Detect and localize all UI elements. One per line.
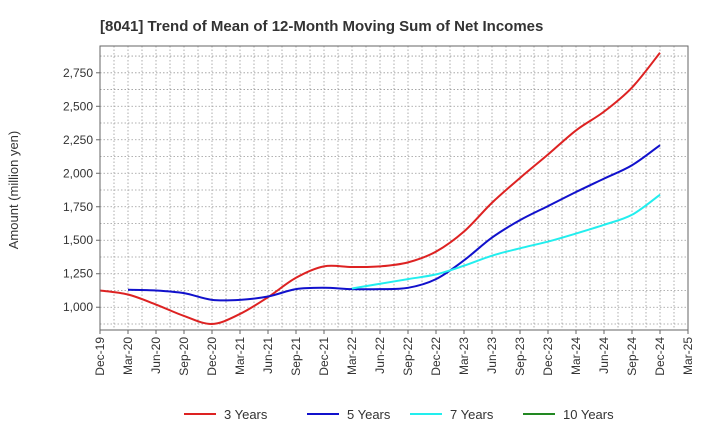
legend: 3 Years 5 Years 7 Years 10 Years	[184, 407, 614, 422]
x-tick-label: Dec-23	[541, 337, 555, 376]
x-tick-label: Jun-21	[261, 337, 275, 374]
x-tick-label: Jun-20	[149, 337, 163, 374]
x-tick-label: Sep-20	[177, 337, 191, 376]
y-tick-label: 1,500	[63, 233, 93, 247]
y-tick-label: 2,750	[63, 66, 93, 80]
y-axis-ticks: 1,000 1,250 1,500 1,750 2,000 2,250 2,500 2,750	[63, 66, 100, 314]
y-axis-label: Amount (million yen)	[6, 131, 21, 250]
x-tick-label: Mar-23	[457, 337, 471, 375]
x-tick-label: Dec-21	[317, 337, 331, 376]
y-tick-label: 1,750	[63, 200, 93, 214]
y-tick-label: 1,000	[63, 300, 93, 314]
chart-title: [8041] Trend of Mean of 12-Month Moving …	[100, 18, 543, 35]
x-tick-label: Dec-24	[653, 337, 667, 376]
x-tick-label: Mar-21	[233, 337, 247, 375]
legend-label: 3 Years	[224, 407, 268, 422]
x-tick-label: Mar-22	[345, 337, 359, 375]
x-tick-label: Jun-23	[485, 337, 499, 374]
series-line-7-years	[351, 193, 661, 290]
series-line-5-years	[127, 144, 661, 302]
legend-label: 5 Years	[347, 407, 391, 422]
legend-label: 7 Years	[450, 407, 494, 422]
x-tick-label: Jun-24	[597, 337, 611, 374]
x-tick-label: Sep-22	[401, 337, 415, 376]
x-tick-label: Dec-22	[429, 337, 443, 376]
x-tick-label: Sep-23	[513, 337, 527, 376]
x-tick-label: Mar-25	[681, 337, 695, 375]
y-tick-label: 1,250	[63, 267, 93, 281]
y-tick-label: 2,500	[63, 99, 93, 113]
x-tick-label: Jun-22	[373, 337, 387, 374]
x-tick-label: Sep-21	[289, 337, 303, 376]
x-tick-label: Dec-20	[205, 337, 219, 376]
x-tick-label: Mar-20	[121, 337, 135, 375]
series-lines	[99, 52, 661, 325]
plot-frame	[99, 45, 689, 331]
x-axis-ticks: Dec-19 Mar-20 Jun-20 Sep-20 Dec-20 Mar-21 Jun-…	[93, 330, 695, 376]
y-tick-label: 2,250	[63, 133, 93, 147]
x-tick-label: Sep-24	[625, 337, 639, 376]
x-tick-label: Mar-24	[569, 337, 583, 375]
x-tick-label: Dec-19	[93, 337, 107, 376]
series-line-3-years	[99, 52, 661, 325]
grid	[99, 46, 689, 330]
y-tick-label: 2,000	[63, 166, 93, 180]
legend-label: 10 Years	[563, 407, 614, 422]
